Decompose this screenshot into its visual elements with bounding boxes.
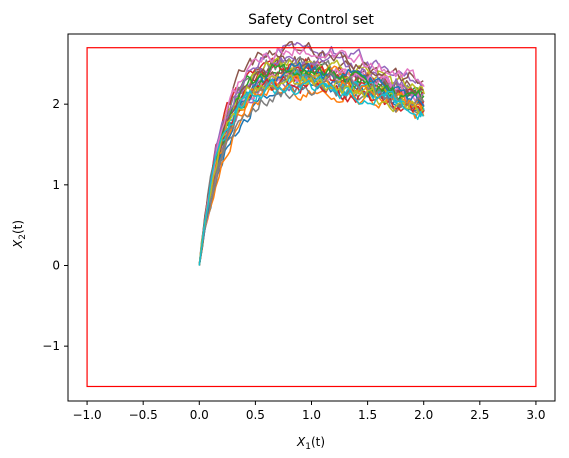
x-axis-ticks: −1.0 −0.5 0.0 0.5 1.0 1.5 2.0 2.5 3.0	[73, 401, 546, 422]
chart-title: Safety Control set	[248, 12, 374, 28]
x-tick-label: 2.5	[470, 408, 489, 422]
y-tick-label: −1	[42, 339, 60, 353]
x-tick-label: 0.5	[246, 408, 265, 422]
safe-set-boundary	[87, 48, 536, 387]
x-tick-label: −1.0	[73, 408, 102, 422]
y-tick-label: 2	[52, 97, 60, 111]
y-tick-label: 1	[52, 178, 60, 192]
trajectories	[199, 42, 424, 266]
x-tick-label: −0.5	[129, 408, 158, 422]
x-tick-label: 1.0	[302, 408, 321, 422]
x-tick-label: 1.5	[358, 408, 377, 422]
x-tick-label: 3.0	[526, 408, 545, 422]
y-axis-title: X2(t)	[11, 220, 28, 249]
safe-set-rectangle	[87, 48, 536, 387]
x-tick-label: 0.0	[190, 408, 209, 422]
x-tick-label: 2.0	[414, 408, 433, 422]
x-axis-title: X1(t)	[296, 435, 325, 452]
y-axis-ticks: −1 0 1 2	[42, 97, 68, 353]
y-tick-label: 0	[52, 258, 60, 272]
